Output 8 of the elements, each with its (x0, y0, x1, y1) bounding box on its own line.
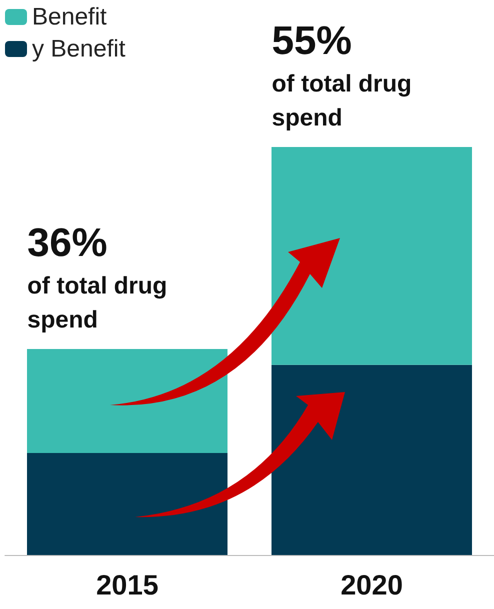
legend-label: y Benefit (32, 36, 126, 62)
legend-label: Benefit (32, 4, 108, 30)
annotation: of total drug spend (27, 272, 174, 334)
x-tick-label: 2015 (96, 570, 158, 600)
annotation: 36% (27, 220, 108, 265)
x-tick-label: 2020 (340, 570, 403, 600)
annotation: 55% (272, 19, 352, 63)
annotation: of total drug spend (272, 70, 418, 132)
